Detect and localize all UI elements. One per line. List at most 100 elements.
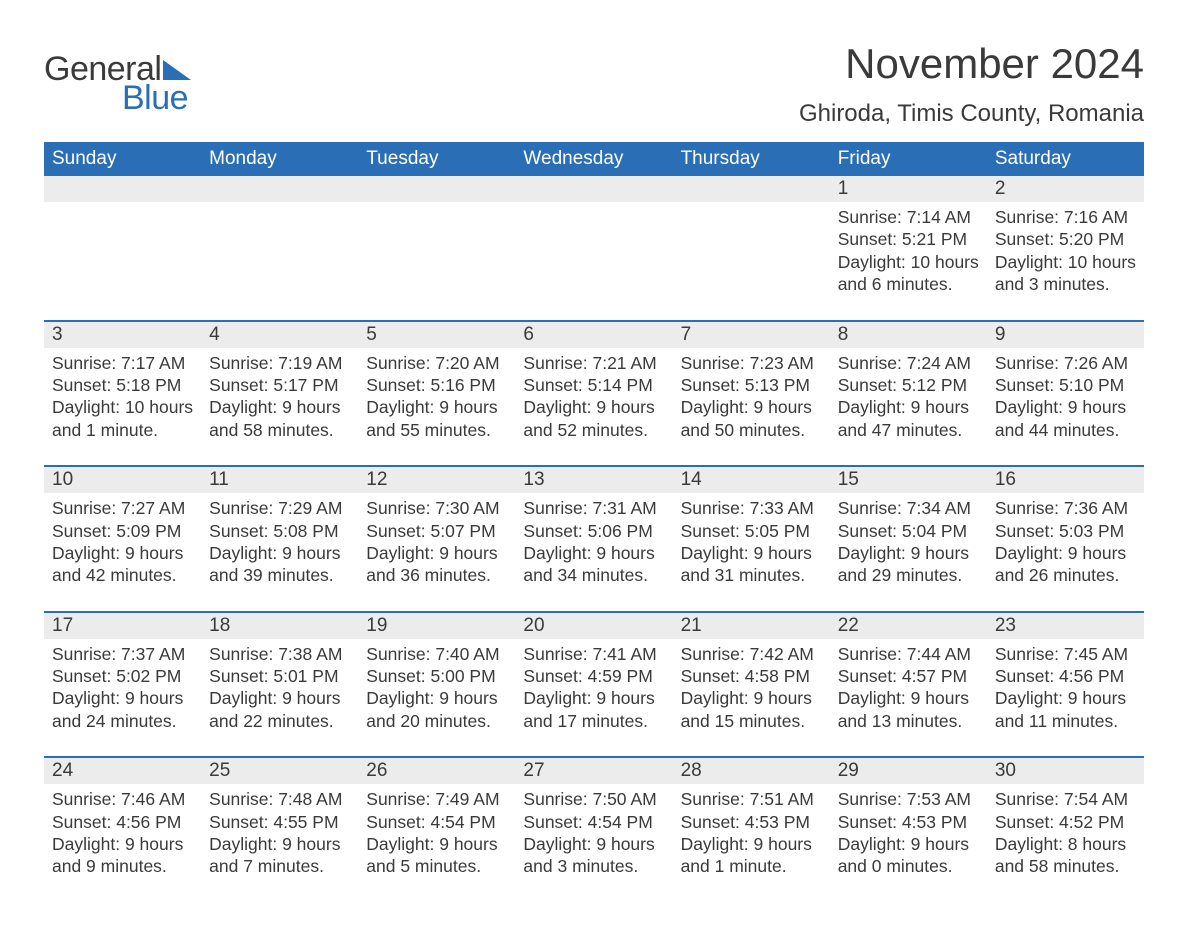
location-subtitle: Ghiroda, Timis County, Romania	[799, 100, 1144, 128]
day-number-empty	[201, 176, 358, 202]
day-cell: Sunrise: 7:54 AMSunset: 4:52 PMDaylight:…	[987, 784, 1144, 902]
sunrise-text: Sunrise: 7:36 AM	[995, 497, 1136, 519]
day-number: 21	[673, 612, 830, 639]
day-cell-empty	[201, 202, 358, 321]
daylight-text: Daylight: 10 hours and 6 minutes.	[838, 251, 979, 296]
col-thursday: Thursday	[673, 142, 830, 176]
day-number: 27	[515, 757, 672, 784]
day-cell-empty	[515, 202, 672, 321]
sunrise-text: Sunrise: 7:49 AM	[366, 788, 507, 810]
sunrise-text: Sunrise: 7:38 AM	[209, 643, 350, 665]
sunset-text: Sunset: 4:53 PM	[838, 811, 979, 833]
sunset-text: Sunset: 4:58 PM	[681, 665, 822, 687]
daylight-text: Daylight: 9 hours and 20 minutes.	[366, 687, 507, 732]
day-number: 18	[201, 612, 358, 639]
sunset-text: Sunset: 5:20 PM	[995, 228, 1136, 250]
week-content-row: Sunrise: 7:27 AMSunset: 5:09 PM Daylight:…	[44, 493, 1144, 612]
daylight-text: Daylight: 9 hours and 44 minutes.	[995, 396, 1136, 441]
day-number: 29	[830, 757, 987, 784]
sunrise-text: Sunrise: 7:34 AM	[838, 497, 979, 519]
day-cell: Sunrise: 7:20 AMSunset: 5:16 PMDaylight:…	[358, 348, 515, 467]
week-daynum-row: 24252627282930	[44, 757, 1144, 784]
weekday-header-row: Sunday Monday Tuesday Wednesday Thursday…	[44, 142, 1144, 176]
day-number-empty	[358, 176, 515, 202]
sunset-text: Sunset: 5:09 PM	[52, 520, 193, 542]
day-cell: Sunrise: 7:51 AMSunset: 4:53 PMDaylight:…	[673, 784, 830, 902]
sunrise-text: Sunrise: 7:27 AM	[52, 497, 193, 519]
day-number-empty	[673, 176, 830, 202]
week-content-row: Sunrise: 7:14 AMSunset: 5:21 PMDaylight:…	[44, 202, 1144, 321]
day-cell: Sunrise: 7:41 AMSunset: 4:59 PMDaylight:…	[515, 639, 672, 758]
sunrise-text: Sunrise: 7:21 AM	[523, 352, 664, 374]
sunrise-text: Sunrise: 7:53 AM	[838, 788, 979, 810]
day-number-empty	[44, 176, 201, 202]
sunset-text: Sunset: 5:00 PM	[366, 665, 507, 687]
daylight-text: Daylight: 9 hours and 1 minute.	[681, 833, 822, 878]
week-content-row: Sunrise: 7:37 AMSunset: 5:02 PMDaylight:…	[44, 639, 1144, 758]
daylight-text: Daylight: 9 hours and 5 minutes.	[366, 833, 507, 878]
sunrise-text: Sunrise: 7:23 AM	[681, 352, 822, 374]
sunset-text: Sunset: 4:52 PM	[995, 811, 1136, 833]
day-number: 11	[201, 466, 358, 493]
day-cell: Sunrise: 7:27 AMSunset: 5:09 PMDaylight:…	[44, 493, 201, 612]
day-cell: Sunrise: 7:16 AMSunset: 5:20 PMDaylight:…	[987, 202, 1144, 321]
daylight-text: Daylight: 10 hours and 3 minutes.	[995, 251, 1136, 296]
brand-logo: General Blue	[44, 50, 191, 118]
sunrise-text: Sunrise: 7:33 AM	[681, 497, 822, 519]
sunrise-text: Sunrise: 7:17 AM	[52, 352, 193, 374]
day-cell: Sunrise: 7:30 AMSunset: 5:07 PMDaylight:…	[358, 493, 515, 612]
day-number: 4	[201, 321, 358, 348]
day-cell: Sunrise: 7:29 AMSunset: 5:08 PMDaylight:…	[201, 493, 358, 612]
day-number: 14	[673, 466, 830, 493]
daylight-text: Daylight: 10 hours and 1 minute.	[52, 396, 193, 441]
daylight-text: Daylight: 9 hours and 7 minutes.	[209, 833, 350, 878]
day-number: 15	[830, 466, 987, 493]
sunset-text: Sunset: 5:07 PM	[366, 520, 507, 542]
week-content-row: Sunrise: 7:17 AMSunset: 5:18 PMDaylight:…	[44, 348, 1144, 467]
daylight-text: Daylight: 9 hours and 52 minutes.	[523, 396, 664, 441]
sunset-text: Sunset: 5:04 PM	[838, 520, 979, 542]
daylight-text: Daylight: 9 hours and 0 minutes.	[838, 833, 979, 878]
daylight-text: Daylight: 9 hours and 39 minutes.	[209, 542, 350, 587]
daylight-text: Daylight: 9 hours and 11 minutes.	[995, 687, 1136, 732]
day-cell: Sunrise: 7:50 AMSunset: 4:54 PMDaylight:…	[515, 784, 672, 902]
sunset-text: Sunset: 5:05 PM	[681, 520, 822, 542]
sunset-text: Sunset: 5:02 PM	[52, 665, 193, 687]
day-cell: Sunrise: 7:49 AMSunset: 4:54 PMDaylight:…	[358, 784, 515, 902]
day-cell-empty	[44, 202, 201, 321]
day-number: 23	[987, 612, 1144, 639]
daylight-text: Daylight: 9 hours and 29 minutes.	[838, 542, 979, 587]
col-saturday: Saturday	[987, 142, 1144, 176]
day-number: 24	[44, 757, 201, 784]
sunrise-text: Sunrise: 7:16 AM	[995, 206, 1136, 228]
day-cell: Sunrise: 7:38 AMSunset: 5:01 PMDaylight:…	[201, 639, 358, 758]
daylight-text: Daylight: 9 hours and 34 minutes.	[523, 542, 664, 587]
sunset-text: Sunset: 4:56 PM	[52, 811, 193, 833]
sunrise-text: Sunrise: 7:51 AM	[681, 788, 822, 810]
sunrise-text: Sunrise: 7:31 AM	[523, 497, 664, 519]
day-cell: Sunrise: 7:31 AMSunset: 5:06 PMDaylight:…	[515, 493, 672, 612]
sunrise-text: Sunrise: 7:20 AM	[366, 352, 507, 374]
brand-word-2: Blue	[122, 79, 188, 118]
day-cell: Sunrise: 7:34 AMSunset: 5:04 PMDaylight:…	[830, 493, 987, 612]
sunset-text: Sunset: 5:16 PM	[366, 374, 507, 396]
sunset-text: Sunset: 5:17 PM	[209, 374, 350, 396]
sunset-text: Sunset: 5:14 PM	[523, 374, 664, 396]
daylight-text: Daylight: 9 hours and 47 minutes.	[838, 396, 979, 441]
daylight-text: Daylight: 9 hours and 9 minutes.	[52, 833, 193, 878]
sunrise-text: Sunrise: 7:54 AM	[995, 788, 1136, 810]
day-number: 12	[358, 466, 515, 493]
week-content-row: Sunrise: 7:46 AMSunset: 4:56 PMDaylight:…	[44, 784, 1144, 902]
day-number: 22	[830, 612, 987, 639]
day-cell: Sunrise: 7:53 AMSunset: 4:53 PMDaylight:…	[830, 784, 987, 902]
daylight-text: Daylight: 9 hours and 24 minutes.	[52, 687, 193, 732]
week-daynum-row: 12	[44, 176, 1144, 202]
sunset-text: Sunset: 4:53 PM	[681, 811, 822, 833]
day-cell: Sunrise: 7:37 AMSunset: 5:02 PMDaylight:…	[44, 639, 201, 758]
daylight-text: Daylight: 9 hours and 22 minutes.	[209, 687, 350, 732]
day-number: 30	[987, 757, 1144, 784]
day-number: 1	[830, 176, 987, 202]
sunrise-text: Sunrise: 7:30 AM	[366, 497, 507, 519]
sunset-text: Sunset: 5:08 PM	[209, 520, 350, 542]
daylight-text: Daylight: 9 hours and 31 minutes.	[681, 542, 822, 587]
